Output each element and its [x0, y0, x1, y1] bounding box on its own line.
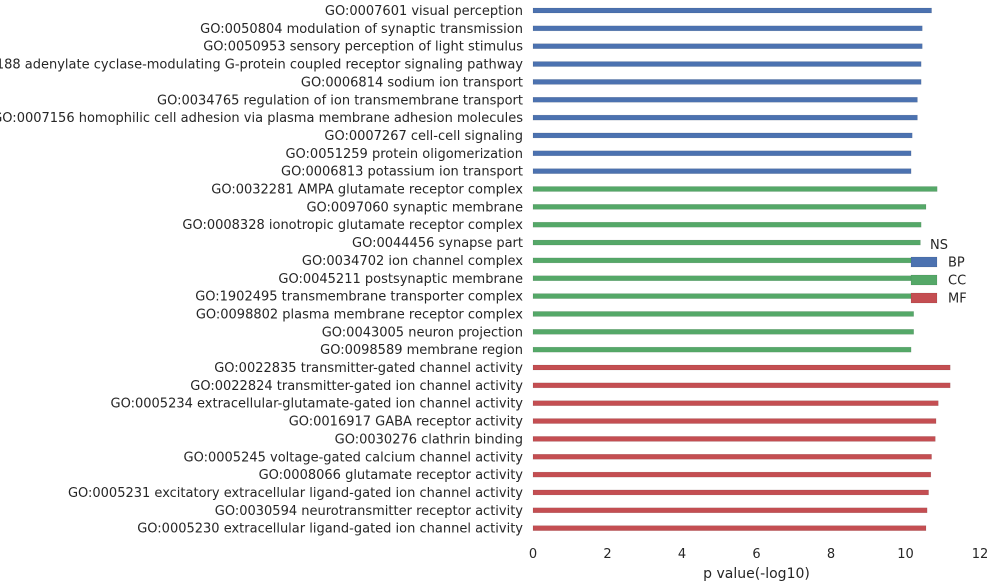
category-label: GO:0005245 voltage-gated calcium channel…: [184, 450, 524, 465]
bar-bp: [532, 114, 918, 121]
bar-cc: [532, 239, 921, 246]
category-labels: GO:0007601 visual perception GO:0050804 m…: [0, 4, 523, 537]
legend-label-bp: BP: [948, 256, 965, 271]
bar-mf: [532, 418, 937, 424]
category-label: GO:0043005 neuron projection: [322, 325, 523, 340]
legend-entries: BP CC MF: [910, 256, 967, 307]
x-axis-ticks: 0 2 4 6 8 10 12: [529, 547, 988, 562]
legend-title: NS: [930, 238, 948, 253]
legend: NS BP CC MF: [910, 238, 967, 307]
x-tick-label: 2: [603, 547, 611, 562]
bar-cc: [532, 204, 927, 210]
x-tick-label: 4: [678, 547, 686, 562]
bar-cc: [532, 346, 912, 353]
category-label: GO:0050804 modulation of synaptic transm…: [200, 22, 523, 37]
x-tick-label: 6: [752, 547, 760, 562]
x-tick-label: 12: [972, 547, 989, 562]
category-label: GO:0030594 neurotransmitter receptor act…: [215, 504, 524, 519]
legend-swatch-mf: [910, 292, 938, 304]
bar-mf: [532, 525, 927, 531]
x-tick-label: 10: [897, 547, 914, 562]
bar-mf: [532, 364, 951, 371]
bar-cc: [532, 221, 922, 228]
bar-cc: [532, 257, 917, 264]
bar-cc: [532, 275, 917, 281]
bar-bp: [532, 168, 912, 174]
bar-mf: [532, 471, 932, 478]
bar-bp: [532, 79, 922, 85]
bar-bp: [532, 97, 918, 103]
category-label: GO:0032281 AMPA glutamate receptor compl…: [211, 183, 523, 198]
category-label: GO:0044456 synapse part: [352, 236, 523, 251]
bar-mf: [532, 454, 932, 460]
category-label: GO:0005234 extracellular-glutamate-gated…: [111, 397, 524, 412]
bar-cc: [532, 186, 938, 192]
category-label: GO:0034702 ion channel complex: [302, 254, 523, 269]
category-label: GO:0098589 membrane region: [320, 343, 523, 358]
category-label: GO:0045211 postsynaptic membrane: [278, 272, 523, 287]
category-label: GO:0022824 transmitter-gated ion channel…: [190, 379, 523, 394]
bar-cc: [532, 329, 914, 335]
category-label: GO:0034765 regulation of ion transmembra…: [157, 93, 523, 108]
bar-mf: [532, 382, 951, 389]
x-tick-label: 8: [827, 547, 835, 562]
bar-bp: [532, 25, 923, 32]
bars-layer: [532, 7, 951, 531]
bar-bp: [532, 61, 922, 67]
category-label: GO:0007156 homophilic cell adhesion via …: [0, 111, 523, 126]
x-tick-label: 0: [529, 547, 537, 562]
legend-swatch-bp: [910, 256, 938, 268]
bar-cc: [532, 293, 916, 299]
category-label: GO:0016917 GABA receptor activity: [289, 415, 524, 430]
legend-label-cc: CC: [948, 274, 966, 289]
category-label: GO:0007601 visual perception: [325, 4, 523, 19]
category-label: GO:0098802 plasma membrane receptor comp…: [196, 307, 523, 322]
category-label: GO:0022835 transmitter-gated channel act…: [214, 361, 523, 376]
bar-mf: [532, 436, 936, 442]
category-label: GO:0097060 synaptic membrane: [306, 200, 523, 215]
category-label: GO:0006813 potassium ion transport: [281, 165, 523, 180]
category-label: GO:0007267 cell-cell signaling: [324, 129, 523, 144]
legend-swatch-cc: [910, 274, 938, 286]
legend-label-mf: MF: [948, 292, 967, 307]
bar-bp: [532, 150, 912, 157]
category-label: GO:0008328 ionotropic glutamate receptor…: [182, 218, 523, 233]
bar-bp: [532, 43, 923, 49]
category-label: GO:0005230 extracellular ligand-gated io…: [137, 522, 523, 537]
category-label: GO:0030276 clathrin binding: [335, 432, 523, 447]
bar-cc: [532, 311, 914, 317]
bar-mf: [532, 489, 929, 496]
bar-mf: [532, 507, 928, 514]
bar-mf: [532, 400, 939, 406]
x-axis-title: p value(-log10): [703, 566, 810, 582]
category-label: GO:0007188 adenylate cyclase-modulating …: [0, 58, 523, 73]
category-label: GO:0051259 protein oligomerization: [285, 147, 523, 162]
bar-bp: [532, 7, 932, 14]
category-label: GO:0006814 sodium ion transport: [301, 75, 523, 90]
category-label: GO:1902495 transmembrane transporter com…: [195, 290, 523, 305]
category-label: GO:0008066 glutamate receptor activity: [259, 468, 524, 483]
category-label: GO:0005231 excitatory extracellular liga…: [68, 486, 523, 501]
category-label: GO:0050953 sensory perception of light s…: [203, 40, 523, 55]
bar-bp: [532, 132, 913, 139]
